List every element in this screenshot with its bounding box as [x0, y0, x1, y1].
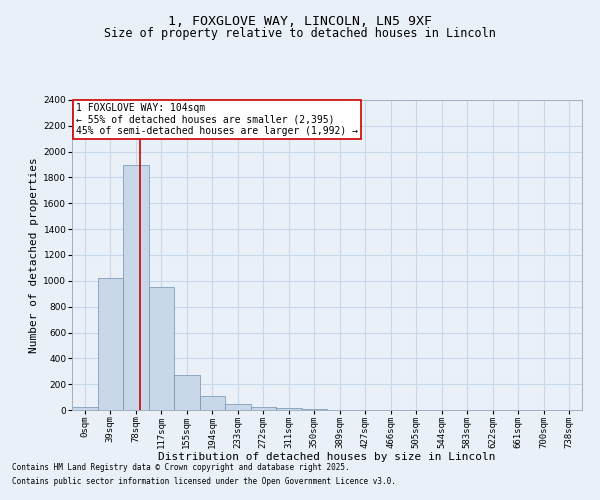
Text: Size of property relative to detached houses in Lincoln: Size of property relative to detached ho… [104, 28, 496, 40]
Bar [174, 375, 199, 410]
Text: 1 FOXGLOVE WAY: 104sqm
← 55% of detached houses are smaller (2,395)
45% of semi-: 1 FOXGLOVE WAY: 104sqm ← 55% of detached… [76, 102, 358, 136]
Text: Contains HM Land Registry data © Crown copyright and database right 2025.: Contains HM Land Registry data © Crown c… [12, 464, 350, 472]
Text: Contains public sector information licensed under the Open Government Licence v3: Contains public sector information licen… [12, 477, 396, 486]
Y-axis label: Number of detached properties: Number of detached properties [29, 157, 39, 353]
Bar [72, 408, 97, 410]
Text: 1, FOXGLOVE WAY, LINCOLN, LN5 9XF: 1, FOXGLOVE WAY, LINCOLN, LN5 9XF [168, 15, 432, 28]
Bar [199, 396, 225, 410]
Bar [225, 404, 251, 410]
X-axis label: Distribution of detached houses by size in Lincoln: Distribution of detached houses by size … [158, 452, 496, 462]
Bar [149, 288, 174, 410]
Bar [251, 407, 276, 410]
Bar [276, 408, 302, 410]
Bar [97, 278, 123, 410]
Bar [123, 164, 149, 410]
